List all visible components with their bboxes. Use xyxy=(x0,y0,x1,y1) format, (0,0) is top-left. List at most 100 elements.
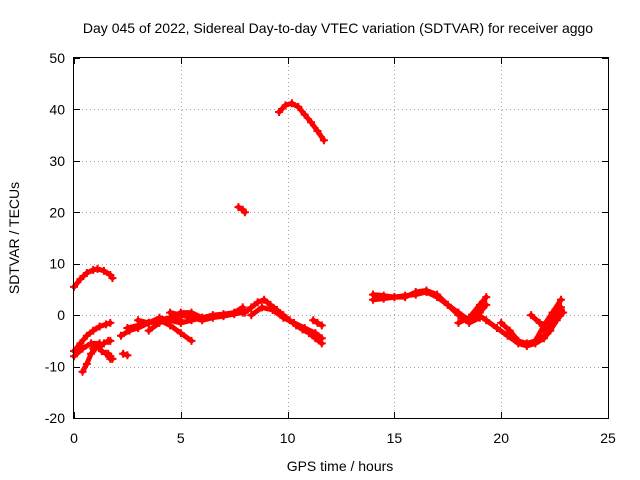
y-axis-label: SDTVAR / TECUs xyxy=(6,182,22,294)
data-point xyxy=(557,303,566,312)
data-point xyxy=(514,336,523,345)
y-tick-label: 10 xyxy=(49,256,65,272)
data-point xyxy=(176,311,185,320)
data-point xyxy=(390,293,399,302)
data-point xyxy=(422,286,431,295)
data-point xyxy=(247,303,256,312)
y-tick-label: 20 xyxy=(49,204,65,220)
data-point xyxy=(522,339,531,348)
y-tick-label: -20 xyxy=(45,410,65,426)
data-point xyxy=(89,344,98,353)
data-point xyxy=(465,313,474,322)
x-tick-label: 0 xyxy=(70,430,78,446)
data-point xyxy=(548,308,557,317)
chart-title: Day 045 of 2022, Sidereal Day-to-day VTE… xyxy=(83,20,593,36)
data-point xyxy=(78,344,87,353)
data-point xyxy=(176,329,185,338)
data-point xyxy=(104,349,113,358)
data-point xyxy=(443,300,452,309)
data-point xyxy=(503,331,512,340)
series-line xyxy=(248,304,325,341)
data-point xyxy=(539,326,548,335)
data-point xyxy=(379,291,388,300)
grid-layer xyxy=(74,58,608,418)
x-axis-label: GPS time / hours xyxy=(287,458,394,474)
data-point xyxy=(300,110,309,119)
data-point xyxy=(106,318,115,327)
data-point xyxy=(144,326,153,335)
y-tick-label: 50 xyxy=(49,50,65,66)
data-point xyxy=(119,349,128,358)
data-point xyxy=(76,275,85,284)
data-point xyxy=(76,339,85,348)
series-arc-20 xyxy=(369,286,484,327)
data-point xyxy=(198,316,207,325)
series-line xyxy=(541,304,564,334)
data-point xyxy=(134,316,143,325)
data-point xyxy=(234,203,243,212)
data-point xyxy=(497,318,506,327)
data-point xyxy=(290,318,299,327)
x-tick-label: 5 xyxy=(177,430,185,446)
data-point xyxy=(187,313,196,322)
data-point xyxy=(82,331,91,340)
data-point xyxy=(475,300,484,309)
data-point xyxy=(313,127,322,136)
data-point xyxy=(307,118,316,127)
series-arc-1 xyxy=(70,264,117,291)
data-point xyxy=(230,310,239,319)
y-tick-label: 30 xyxy=(49,153,65,169)
data-point xyxy=(454,311,463,320)
data-point xyxy=(492,324,501,332)
series-arc-25 xyxy=(531,295,566,345)
series-arc-8 xyxy=(119,349,132,360)
data-point xyxy=(482,293,491,302)
series-arc-14 xyxy=(234,203,249,217)
data-point xyxy=(471,308,480,317)
data-point xyxy=(275,108,284,116)
series-arc-17 xyxy=(309,316,326,330)
data-point xyxy=(219,312,228,321)
data-point xyxy=(482,316,491,325)
data-point xyxy=(313,318,322,327)
series-arc-16 xyxy=(247,303,326,343)
data-point xyxy=(411,288,420,296)
data-point xyxy=(166,308,175,317)
data-point xyxy=(82,360,91,368)
plot-frame xyxy=(73,57,609,419)
data-point xyxy=(552,311,561,320)
data-point xyxy=(311,329,320,338)
data-point xyxy=(531,336,540,345)
data-point xyxy=(123,324,132,332)
data-point xyxy=(546,318,555,327)
data-point xyxy=(317,321,326,330)
tick-layer: 0 5 10 15 20 25 -20 -10 0 10 20 30 40 50 xyxy=(45,50,616,446)
series-arc-6 xyxy=(95,336,115,350)
data-point xyxy=(279,313,288,322)
data-point xyxy=(123,351,132,360)
data-point xyxy=(99,339,108,348)
x-tick-label: 10 xyxy=(280,430,296,446)
data-point xyxy=(99,266,108,275)
x-tick-label: 20 xyxy=(493,430,509,446)
data-point xyxy=(89,326,98,335)
series-arc-2 xyxy=(70,318,115,356)
series-arc-13 xyxy=(166,308,247,325)
data-point xyxy=(260,295,269,304)
data-point xyxy=(240,308,249,317)
data-point xyxy=(454,318,463,327)
series-line xyxy=(71,340,103,359)
data-point xyxy=(433,290,442,299)
data-point xyxy=(95,342,104,350)
data-point xyxy=(281,101,290,110)
data-point xyxy=(268,306,277,314)
data-point xyxy=(93,264,102,273)
y-tick-label: 40 xyxy=(49,101,65,117)
series-layer xyxy=(70,99,568,376)
data-point xyxy=(300,324,309,332)
data-point xyxy=(82,268,91,277)
data-point xyxy=(89,265,98,274)
data-point xyxy=(369,290,378,299)
data-point xyxy=(106,336,115,345)
data-point xyxy=(87,339,96,348)
